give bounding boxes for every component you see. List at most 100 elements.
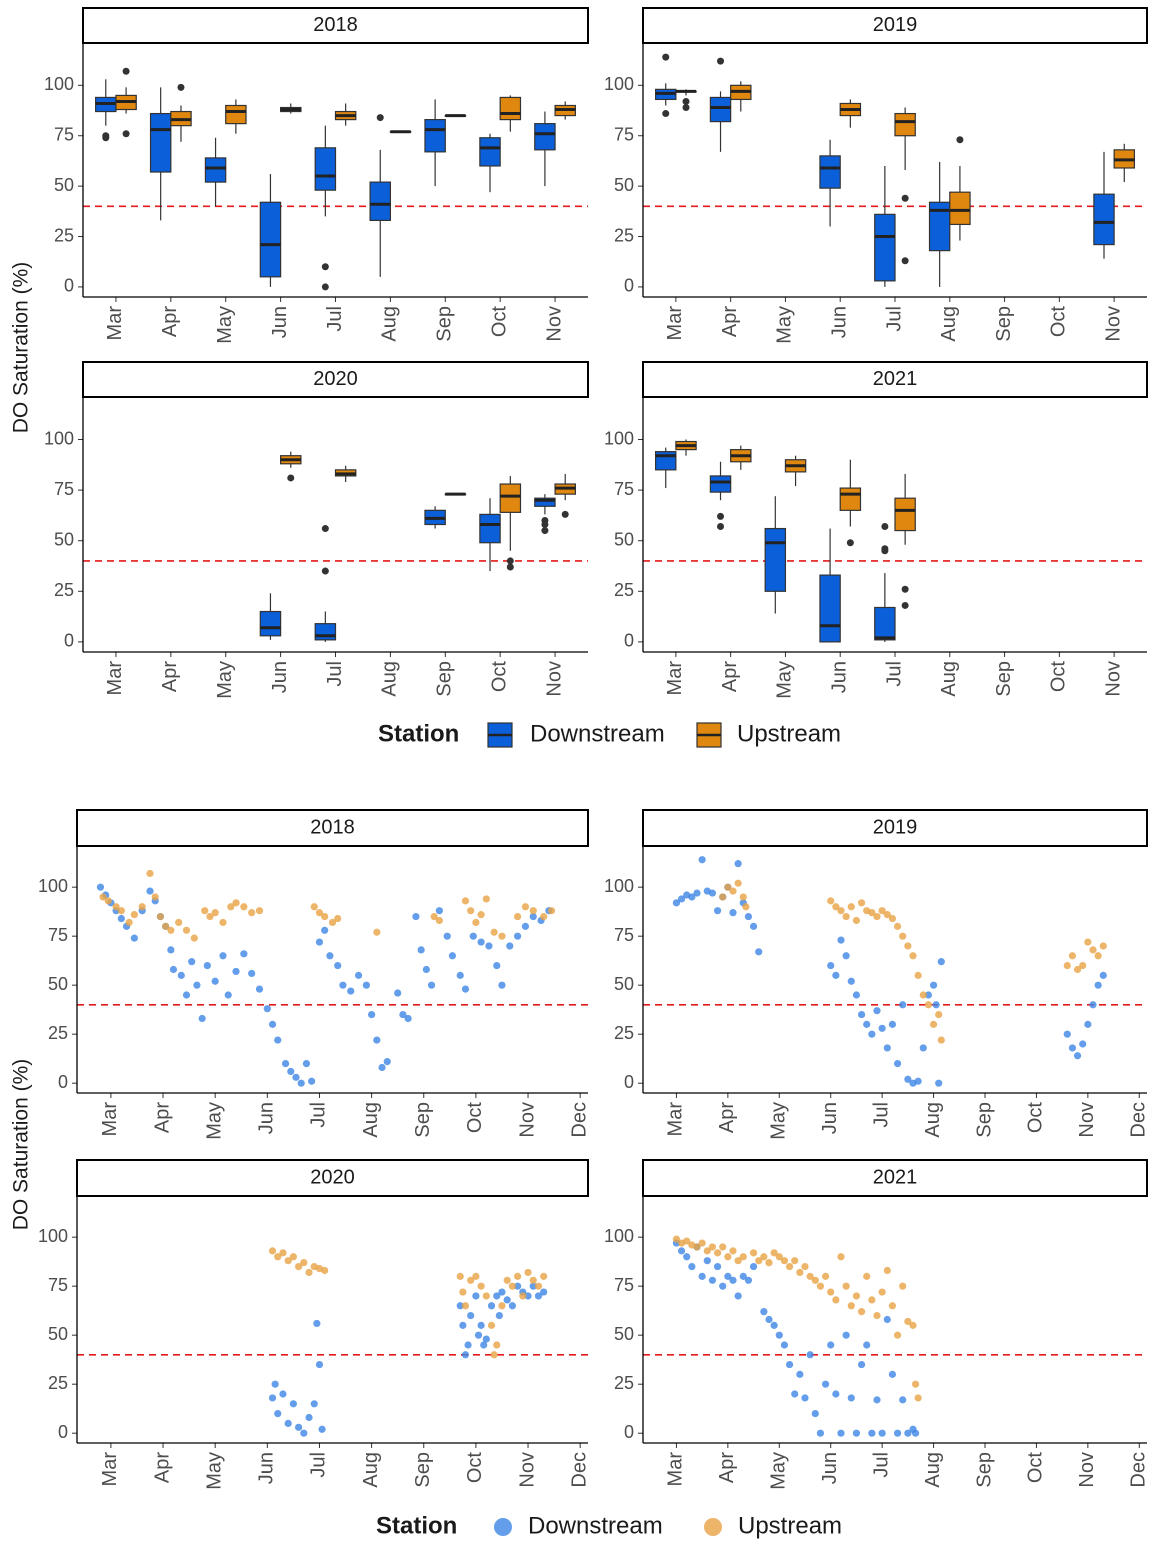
point <box>169 965 178 974</box>
y-tick-label: 25 <box>54 225 74 245</box>
point <box>742 903 750 911</box>
point <box>326 952 334 960</box>
point <box>827 1288 835 1296</box>
point <box>878 907 886 915</box>
point <box>328 918 337 927</box>
point <box>708 889 717 897</box>
x-tick-label: Jul <box>324 661 346 687</box>
point <box>935 1079 943 1087</box>
point <box>719 1243 727 1251</box>
plot-marks <box>672 1235 922 1437</box>
point <box>472 918 480 927</box>
point <box>852 1429 861 1437</box>
facet-title: 2020 <box>310 1166 355 1188</box>
point <box>760 1308 768 1316</box>
point <box>305 1413 313 1422</box>
point <box>482 1335 490 1343</box>
x-tick-label: Dec <box>1128 1102 1150 1138</box>
x-tick-label: Mar <box>665 1452 687 1487</box>
x-tick-label: Sep <box>412 1452 434 1488</box>
legend-label: Downstream <box>530 720 665 747</box>
x-tick-label: Mar <box>104 661 126 696</box>
point <box>749 1249 758 1257</box>
point <box>832 903 840 911</box>
point <box>693 889 701 897</box>
point <box>842 1331 850 1339</box>
point <box>534 1292 543 1300</box>
box <box>819 155 841 189</box>
point <box>739 1253 747 1261</box>
point <box>837 1429 845 1437</box>
x-tick-label: Aug <box>379 661 401 697</box>
point <box>698 856 706 864</box>
x-tick-label: May <box>774 661 796 699</box>
point <box>284 1419 292 1427</box>
point <box>422 965 430 974</box>
point <box>334 914 342 923</box>
point <box>96 883 105 891</box>
point <box>456 971 464 979</box>
point <box>313 1319 321 1328</box>
point <box>482 895 490 903</box>
box <box>225 104 247 125</box>
point <box>899 1282 907 1290</box>
legend-title: Station <box>378 720 459 747</box>
y-tick-label: 100 <box>604 74 634 94</box>
point <box>708 1243 717 1251</box>
point <box>749 1262 758 1271</box>
point <box>801 1262 809 1271</box>
x-tick-label: Nov <box>1076 1452 1098 1488</box>
outlier <box>662 110 670 118</box>
x-tick-label: Jun <box>828 306 850 338</box>
point <box>914 971 922 979</box>
point <box>151 893 159 901</box>
point <box>708 1276 717 1284</box>
point <box>729 909 737 917</box>
outlier <box>122 67 130 75</box>
point <box>780 1341 789 1349</box>
x-tick-label: Nov <box>543 661 565 697</box>
x-tick-label: Jul <box>308 1102 330 1128</box>
point <box>240 950 248 958</box>
facet-title: 2019 <box>873 14 918 36</box>
point <box>493 961 501 970</box>
point <box>300 1259 308 1267</box>
point <box>888 1020 897 1028</box>
point <box>683 1253 691 1261</box>
point <box>868 909 876 917</box>
point <box>672 1235 681 1243</box>
y-tick-label: 50 <box>48 974 68 994</box>
outlier <box>881 523 889 531</box>
point <box>193 981 201 989</box>
point <box>240 903 248 911</box>
point <box>703 1257 711 1265</box>
box <box>499 96 522 121</box>
x-tick-label: Mar <box>664 661 686 696</box>
point <box>503 1296 511 1304</box>
outlier <box>321 567 329 575</box>
x-tick-label: Nov <box>516 1102 538 1138</box>
point <box>755 1257 763 1265</box>
y-tick-label: 50 <box>48 1324 68 1344</box>
y-tick-label: 0 <box>624 276 634 296</box>
point <box>206 912 214 921</box>
point <box>821 1380 830 1388</box>
y-tick-label: 50 <box>54 529 74 549</box>
point <box>529 1282 537 1290</box>
point <box>456 1302 464 1310</box>
plot-marks <box>96 869 556 1087</box>
point <box>1073 1052 1082 1060</box>
point <box>487 1302 496 1310</box>
y-tick-label: 25 <box>54 580 74 600</box>
y-tick-label: 75 <box>48 1275 68 1295</box>
x-tick-label: Sep <box>993 661 1015 697</box>
point <box>130 911 138 919</box>
point <box>138 903 146 911</box>
point <box>857 1308 866 1316</box>
point <box>443 932 451 940</box>
point <box>1099 971 1107 979</box>
facet-strip <box>642 7 1148 44</box>
outlier <box>561 510 569 518</box>
point <box>514 932 522 940</box>
